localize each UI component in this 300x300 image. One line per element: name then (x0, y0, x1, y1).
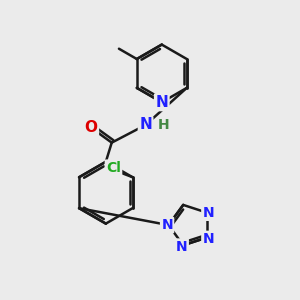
Text: N: N (155, 95, 168, 110)
Text: N: N (176, 240, 188, 254)
Text: Cl: Cl (106, 161, 121, 175)
Text: N: N (161, 218, 173, 232)
Text: O: O (85, 120, 98, 135)
Text: N: N (202, 232, 214, 246)
Text: H: H (158, 118, 170, 132)
Text: N: N (139, 118, 152, 133)
Text: N: N (202, 206, 214, 220)
